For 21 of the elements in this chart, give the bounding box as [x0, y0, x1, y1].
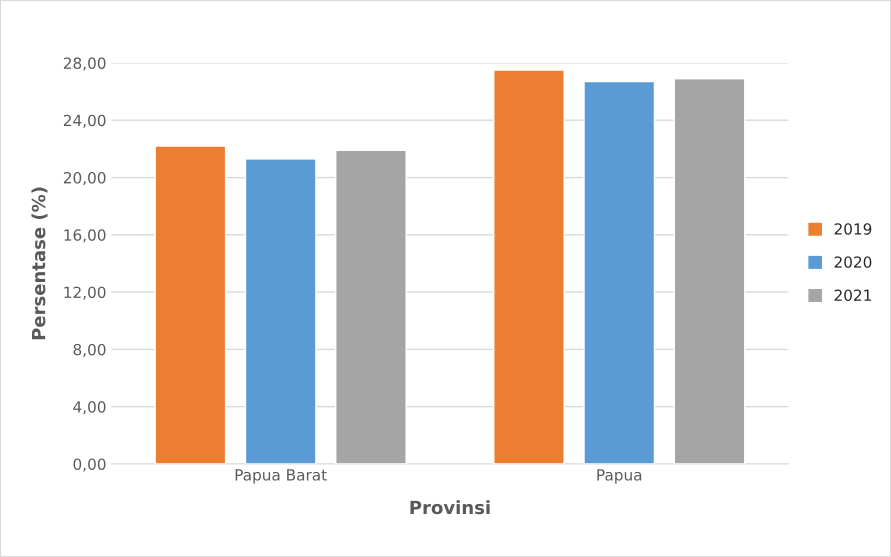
y-tick-label: 28,00 [64, 57, 106, 71]
y-tick-label: 0,00 [74, 458, 106, 472]
y-axis-title: Persentase (%) [31, 188, 48, 340]
bar [493, 69, 565, 464]
x-tick-label: Papua Barat [236, 469, 327, 484]
legend-label: 2021 [834, 289, 871, 302]
y-tick-label: 20,00 [64, 172, 106, 186]
y-tick-label: 16,00 [64, 229, 106, 242]
x-axis-title: Provinsi [410, 500, 490, 514]
y-tick-label: 8,00 [74, 344, 106, 357]
legend-label: 2019 [834, 223, 872, 235]
y-tick-label: 4,00 [73, 401, 106, 414]
y-tick-label: 24,00 [64, 114, 106, 128]
bar [154, 145, 226, 464]
bar [674, 78, 746, 464]
bar [335, 150, 407, 464]
x-tick-label: Papua [597, 469, 642, 484]
legend-label: 2020 [834, 256, 872, 268]
y-tick-label: 12,00 [64, 286, 106, 300]
bar [244, 158, 317, 464]
bar [583, 80, 656, 464]
